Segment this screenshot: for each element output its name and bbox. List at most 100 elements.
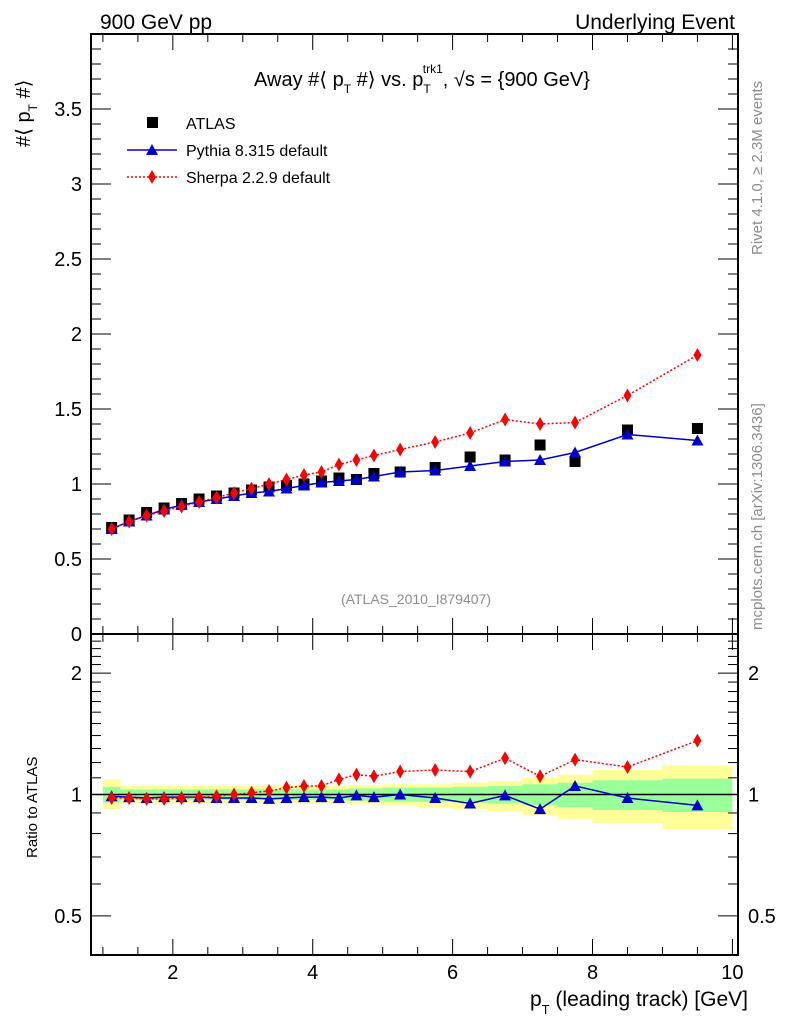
data-point-diamond bbox=[212, 789, 221, 804]
data-point-diamond bbox=[125, 791, 134, 806]
data-point-diamond bbox=[230, 486, 239, 500]
xlabel-sub: T bbox=[542, 1002, 550, 1017]
legend: ATLAS Pythia 8.315 default Sherpa 2.2.9 … bbox=[127, 116, 331, 187]
data-point-triangle bbox=[394, 466, 407, 477]
data-point-diamond bbox=[334, 457, 343, 472]
title-sub1: T bbox=[344, 82, 352, 96]
data-point-triangle bbox=[367, 791, 380, 803]
data-point-diamond bbox=[693, 348, 702, 362]
data-point-diamond bbox=[501, 751, 510, 766]
ratio-y-tick-label-right: 1 bbox=[748, 785, 759, 807]
ratio-y-tick-label: 2 bbox=[71, 663, 82, 685]
data-point-diamond bbox=[623, 759, 632, 774]
data-point-diamond bbox=[536, 417, 545, 431]
data-point-square bbox=[569, 456, 581, 467]
legend-label: Pythia 8.315 default bbox=[186, 143, 328, 160]
data-point-triangle bbox=[332, 792, 345, 804]
ratio-y-tick-label: 0.5 bbox=[54, 906, 82, 928]
data-point-diamond bbox=[352, 767, 361, 782]
data-point-triangle bbox=[429, 792, 442, 804]
data-point-diamond bbox=[693, 733, 702, 748]
data-point-triangle bbox=[499, 789, 512, 801]
ratio-y-tick-label-right: 2 bbox=[748, 663, 759, 685]
y-tick-label: 1.5 bbox=[54, 399, 82, 421]
data-point-diamond bbox=[282, 472, 291, 487]
data-point-diamond bbox=[212, 490, 221, 505]
data-point-diamond bbox=[352, 453, 361, 467]
data-point-diamond bbox=[142, 508, 151, 523]
data-point-triangle bbox=[569, 779, 582, 791]
data-point-triangle bbox=[350, 473, 363, 485]
data-point-triangle bbox=[569, 446, 582, 458]
data-point-triangle bbox=[263, 792, 276, 804]
x-tick-label: 6 bbox=[447, 962, 458, 984]
x-tick-label: 4 bbox=[307, 962, 318, 984]
title-post: , √s = {900 GeV} bbox=[443, 69, 591, 91]
data-point-diamond bbox=[466, 426, 475, 440]
series-line bbox=[111, 354, 698, 530]
ratio-y-tick-label-right: 0.5 bbox=[748, 906, 776, 928]
ratio-ylabel: Ratio to ATLAS bbox=[24, 757, 41, 858]
data-point-diamond bbox=[396, 764, 405, 779]
legend-item-pythia: Pythia 8.315 default bbox=[127, 143, 328, 160]
ylabel-post: #⟩ bbox=[13, 80, 35, 104]
data-point-triangle bbox=[367, 470, 380, 482]
data-point-triangle bbox=[394, 788, 407, 800]
data-point-diamond bbox=[160, 504, 169, 518]
data-point-diamond bbox=[265, 784, 274, 799]
header-right-label: Underlying Event bbox=[575, 11, 735, 34]
data-point-diamond bbox=[431, 763, 440, 778]
data-point-diamond bbox=[317, 778, 326, 793]
data-point-triangle bbox=[280, 792, 293, 804]
ylabel-main: #⟨ p bbox=[13, 111, 35, 147]
data-point-triangle bbox=[621, 428, 634, 440]
data-point-diamond bbox=[247, 481, 256, 496]
legend-item-atlas: ATLAS bbox=[147, 116, 236, 133]
data-point-diamond bbox=[571, 415, 580, 430]
ratio-y-tick-label: 1 bbox=[71, 785, 82, 807]
data-point-diamond bbox=[571, 752, 580, 767]
data-point-triangle bbox=[332, 475, 345, 486]
data-point-diamond bbox=[125, 514, 134, 529]
data-point-diamond bbox=[107, 791, 116, 806]
data-point-square bbox=[534, 439, 546, 451]
data-point-diamond bbox=[247, 785, 256, 800]
data-point-triangle bbox=[691, 434, 704, 446]
data-point-triangle bbox=[691, 799, 704, 811]
data-point-diamond bbox=[334, 772, 343, 787]
data-point-square bbox=[464, 451, 476, 463]
title-pre: Away #⟨ p bbox=[254, 69, 344, 91]
data-point-diamond bbox=[317, 465, 326, 479]
data-point-diamond bbox=[177, 791, 186, 806]
series-layer bbox=[105, 348, 704, 815]
data-point-triangle bbox=[464, 460, 477, 471]
xlabel-post: (leading track) [GeV] bbox=[550, 988, 748, 1011]
data-point-triangle bbox=[621, 792, 634, 804]
data-point-diamond bbox=[282, 780, 291, 795]
data-point-triangle bbox=[534, 454, 547, 465]
data-point-diamond bbox=[107, 522, 116, 536]
chart-title: Away #⟨ pT #⟩ vs. pTtrk1, √s = {900 GeV} bbox=[254, 62, 590, 96]
data-point-diamond bbox=[536, 769, 545, 784]
data-point-diamond bbox=[623, 388, 632, 403]
data-point-diamond bbox=[299, 468, 308, 482]
main-series-sherpa bbox=[107, 348, 702, 536]
y-tick-label: 2.5 bbox=[54, 249, 82, 271]
legend-label: Sherpa 2.2.9 default bbox=[186, 170, 331, 187]
y-tick-label: 2 bbox=[71, 324, 82, 346]
main-series-pythia bbox=[105, 428, 704, 534]
data-point-triangle bbox=[499, 455, 512, 467]
data-point-diamond bbox=[230, 787, 239, 802]
legend-item-sherpa: Sherpa 2.2.9 default bbox=[127, 170, 331, 187]
ratio-series-sherpa bbox=[107, 733, 702, 806]
data-point-triangle bbox=[534, 803, 547, 815]
y-tick-label: 3 bbox=[71, 174, 82, 196]
data-point-triangle bbox=[315, 476, 328, 488]
data-point-triangle bbox=[315, 791, 328, 803]
data-point-diamond bbox=[160, 791, 169, 806]
series-line bbox=[111, 739, 698, 800]
data-point-diamond bbox=[177, 499, 186, 514]
header-left-label: 900 GeV pp bbox=[100, 11, 212, 34]
title-mid: #⟩ vs. p bbox=[351, 69, 423, 91]
